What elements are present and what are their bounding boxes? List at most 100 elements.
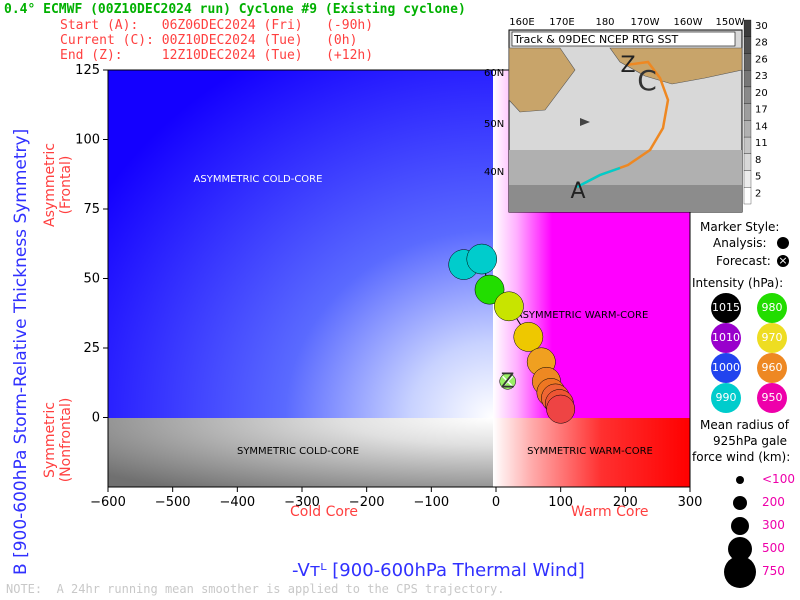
intensity-swatch: 1010 (711, 323, 741, 353)
label-sym-warm: SYMMETRIC WARM-CORE (527, 446, 653, 457)
sst-colorbar: 30 28 26 23 20 17 14 11 8 5 2 (743, 19, 768, 205)
radius-label: <100 (762, 472, 795, 486)
symmetric-label: Symmetric (42, 402, 58, 478)
trajectory: Z (448, 243, 576, 424)
intensity-swatch: 970 (757, 323, 787, 353)
y-axis: 0 25 50 75 100 125 (75, 63, 108, 426)
inset-lat-50n: 50N (484, 119, 504, 130)
colorbar-swatch (743, 86, 752, 104)
legend-analysis-label: Analysis: (713, 236, 767, 250)
x-tick-label: −200 (349, 495, 385, 510)
colorbar-label: 23 (755, 71, 768, 82)
colorbar-swatch (743, 120, 752, 138)
x-tick-label: 0 (492, 495, 500, 510)
inset-lon-160e: 160E (509, 17, 534, 28)
inset-lon-170e: 170E (549, 17, 574, 28)
legend-intensity-title: Intensity (hPa): (692, 276, 784, 290)
colorbar-label: 2 (755, 188, 761, 199)
intensity-swatch: 1000 (711, 353, 741, 383)
colorbar-label: 8 (755, 155, 761, 166)
inset-start-marker: A (570, 179, 585, 204)
inset-current-marker: C (637, 64, 657, 97)
radius-title-1: Mean radius of (700, 418, 789, 432)
x-tick-label: −300 (284, 495, 320, 510)
current-time: Current (C): 00Z10DEC2024 (Tue) (0h) (60, 33, 358, 48)
radius-label: 200 (762, 495, 785, 509)
colorbar-label: 14 (755, 121, 768, 132)
intensity-swatch: 1015 (711, 293, 741, 323)
radius-label: 300 (762, 518, 785, 532)
inset-title-box (511, 31, 736, 47)
x-tick-label: −600 (90, 495, 126, 510)
forecast-point-cross (502, 375, 514, 387)
x-axis-label: -Vᴛᴸ [900-600hPa Thermal Wind] (292, 560, 585, 581)
colorbar-label: 17 (755, 105, 768, 116)
colorbar-swatch (743, 153, 752, 171)
legend-marker-style: Marker Style: (700, 220, 780, 234)
inset-lon-170w: 170W (631, 17, 660, 28)
chart-title: 0.4° ECMWF (00Z10DEC2024 run) Cyclone #9… (4, 2, 466, 17)
radius-label: 750 (762, 564, 785, 578)
x-tick-label: 100 (548, 495, 573, 510)
nonfrontal-label: (Nonfrontal) (58, 398, 74, 483)
y-tick-label: 25 (83, 341, 100, 356)
intensity-swatch: 990 (711, 383, 741, 413)
inset-lon-150w: 150W (716, 17, 745, 28)
colorbar-swatch (743, 53, 752, 71)
colorbar-swatch (743, 170, 752, 188)
intensity-swatch: 960 (757, 353, 787, 383)
colorbar-swatch (743, 136, 752, 154)
x-tick-label: −500 (155, 495, 191, 510)
radius-dot (724, 556, 756, 588)
inset-islands (580, 118, 590, 126)
inset-kamchatka (508, 47, 576, 113)
sym-cold-region (108, 418, 493, 487)
colorbar-label: 26 (755, 54, 768, 65)
y-tick-label: 75 (83, 202, 100, 217)
colorbar-label: 30 (755, 21, 768, 32)
warm-core-label: Warm Core (571, 504, 649, 520)
cold-core-label: Cold Core (290, 504, 358, 520)
inset-warmer-sea (509, 185, 742, 212)
analysis-marker-icon (777, 237, 789, 249)
trajectory-point (513, 322, 544, 352)
x-tick-label: 200 (613, 495, 638, 510)
radius-dot (733, 496, 747, 510)
colorbar-swatch (743, 187, 752, 205)
inset-alaska (609, 47, 743, 85)
x-tick-label: 300 (678, 495, 703, 510)
colorbar-label: 28 (755, 38, 768, 49)
colorbar-swatch (743, 103, 752, 121)
legend-forecast-label: Forecast: (716, 254, 771, 268)
x-tick-label: −100 (413, 495, 449, 510)
label-asym-warm: ASYMMETRIC WARM-CORE (516, 310, 649, 321)
asym-cold-region (108, 70, 493, 418)
trajectory-point (466, 243, 498, 275)
radius-dot (731, 517, 749, 535)
inset-lat-40n: 40N (484, 167, 504, 178)
radius-dot (736, 476, 744, 484)
inset-end-marker: Z (620, 53, 635, 78)
y-tick-label: 0 (92, 411, 100, 426)
label-sym-cold: SYMMETRIC COLD-CORE (237, 446, 359, 457)
radius-title-2: 925hPa gale (713, 434, 788, 448)
colorbar-swatch (743, 19, 752, 37)
colorbar-label: 5 (755, 172, 761, 183)
end-marker-z: Z (501, 368, 515, 392)
intensity-swatch: 980 (757, 293, 787, 323)
y-tick-label: 100 (75, 133, 100, 148)
colorbar-label: 20 (755, 88, 768, 99)
intensity-swatch: 950 (757, 383, 787, 413)
smoother-note: NOTE: A 24hr running mean smoother is ap… (6, 582, 505, 596)
inset-lon-180: 180 (595, 17, 614, 28)
inset-lat-60n: 60N (484, 68, 504, 79)
radius-title-3: force wind (km): (692, 450, 791, 464)
y-tick-label: 50 (83, 272, 100, 287)
start-time: Start (A): 06Z06DEC2024 (Fri) (-90h) (60, 18, 374, 33)
radius-label: 500 (762, 541, 785, 555)
forecast-marker-icon: × (777, 254, 789, 267)
label-asym-cold: ASYMMETRIC COLD-CORE (194, 174, 323, 185)
trajectory-point (474, 274, 505, 305)
trajectory-point (494, 291, 524, 322)
